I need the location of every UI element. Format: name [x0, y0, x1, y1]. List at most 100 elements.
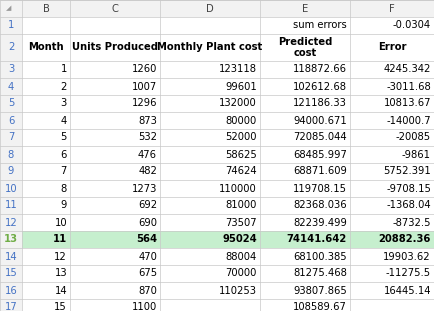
Bar: [22, 282, 434, 299]
Text: 14: 14: [54, 285, 67, 295]
Text: Units Produced: Units Produced: [72, 43, 158, 53]
Text: -20085: -20085: [396, 132, 431, 142]
Text: 108589.67: 108589.67: [293, 303, 347, 311]
Text: B: B: [43, 3, 49, 13]
Text: 476: 476: [138, 150, 157, 160]
Text: 5: 5: [61, 132, 67, 142]
Bar: [22, 146, 434, 163]
Bar: [22, 95, 434, 112]
Text: 564: 564: [136, 234, 157, 244]
Text: 6: 6: [61, 150, 67, 160]
Text: 74624: 74624: [225, 166, 257, 177]
Bar: [22, 265, 434, 282]
Text: C: C: [112, 3, 118, 13]
Text: -1368.04: -1368.04: [386, 201, 431, 211]
Bar: [22, 34, 434, 61]
Text: Predicted
cost: Predicted cost: [278, 37, 332, 58]
Text: 3: 3: [8, 64, 14, 75]
Bar: [0, 265, 22, 282]
Text: 132000: 132000: [219, 99, 257, 109]
Text: 5752.391: 5752.391: [383, 166, 431, 177]
Text: 10813.67: 10813.67: [384, 99, 431, 109]
Text: 873: 873: [138, 115, 157, 126]
Bar: [0, 163, 22, 180]
Text: -9708.15: -9708.15: [386, 183, 431, 193]
Text: 1260: 1260: [132, 64, 157, 75]
Bar: [0, 214, 22, 231]
Text: 7: 7: [61, 166, 67, 177]
Text: Month: Month: [28, 43, 64, 53]
Text: 19903.62: 19903.62: [383, 252, 431, 262]
Text: -8732.5: -8732.5: [392, 217, 431, 228]
Text: 81275.468: 81275.468: [293, 268, 347, 278]
Text: 10: 10: [54, 217, 67, 228]
Text: 82368.036: 82368.036: [293, 201, 347, 211]
Text: 4245.342: 4245.342: [384, 64, 431, 75]
Text: 11: 11: [5, 201, 17, 211]
Text: 68100.385: 68100.385: [293, 252, 347, 262]
Bar: [0, 146, 22, 163]
Bar: [0, 112, 22, 129]
Text: 3: 3: [61, 99, 67, 109]
Text: 8: 8: [61, 183, 67, 193]
Text: 118872.66: 118872.66: [293, 64, 347, 75]
Text: -11275.5: -11275.5: [386, 268, 431, 278]
Text: 15: 15: [5, 268, 17, 278]
Text: 1296: 1296: [132, 99, 157, 109]
Text: 20882.36: 20882.36: [378, 234, 431, 244]
Text: -0.0304: -0.0304: [393, 21, 431, 30]
Text: 11: 11: [53, 234, 67, 244]
Text: 4: 4: [61, 115, 67, 126]
Bar: [0, 0, 434, 17]
Text: 94000.671: 94000.671: [293, 115, 347, 126]
Text: 121186.33: 121186.33: [293, 99, 347, 109]
Bar: [0, 282, 22, 299]
Text: 4: 4: [8, 81, 14, 91]
Text: 13: 13: [4, 234, 18, 244]
Text: E: E: [302, 3, 308, 13]
Text: 73507: 73507: [225, 217, 257, 228]
Bar: [22, 17, 434, 34]
Text: 110000: 110000: [219, 183, 257, 193]
Bar: [22, 248, 434, 265]
Text: 95024: 95024: [222, 234, 257, 244]
Text: 52000: 52000: [226, 132, 257, 142]
Text: 16: 16: [5, 285, 17, 295]
Text: 16445.14: 16445.14: [384, 285, 431, 295]
Text: 482: 482: [138, 166, 157, 177]
Text: 12: 12: [5, 217, 17, 228]
Text: Error: Error: [378, 43, 406, 53]
Text: 1: 1: [8, 21, 14, 30]
Text: 470: 470: [138, 252, 157, 262]
Bar: [0, 17, 22, 34]
Text: 10: 10: [5, 183, 17, 193]
Text: F: F: [389, 3, 395, 13]
Text: -3011.68: -3011.68: [386, 81, 431, 91]
Bar: [0, 34, 22, 61]
Bar: [22, 129, 434, 146]
Text: 13: 13: [54, 268, 67, 278]
Bar: [22, 214, 434, 231]
Bar: [0, 129, 22, 146]
Text: 93807.865: 93807.865: [293, 285, 347, 295]
Text: 15: 15: [54, 303, 67, 311]
Bar: [0, 248, 22, 265]
Bar: [0, 197, 22, 214]
Text: 119708.15: 119708.15: [293, 183, 347, 193]
Text: 6: 6: [8, 115, 14, 126]
Text: sum errors: sum errors: [293, 21, 347, 30]
Bar: [0, 78, 22, 95]
Bar: [0, 180, 22, 197]
Text: 82239.499: 82239.499: [293, 217, 347, 228]
Text: D: D: [206, 3, 214, 13]
Text: 8: 8: [8, 150, 14, 160]
Bar: [22, 299, 434, 311]
Bar: [0, 95, 22, 112]
Text: 14: 14: [5, 252, 17, 262]
Text: 68871.609: 68871.609: [293, 166, 347, 177]
Text: 123118: 123118: [219, 64, 257, 75]
Text: 1007: 1007: [132, 81, 157, 91]
Text: 99601: 99601: [225, 81, 257, 91]
Text: 690: 690: [138, 217, 157, 228]
Text: 81000: 81000: [226, 201, 257, 211]
